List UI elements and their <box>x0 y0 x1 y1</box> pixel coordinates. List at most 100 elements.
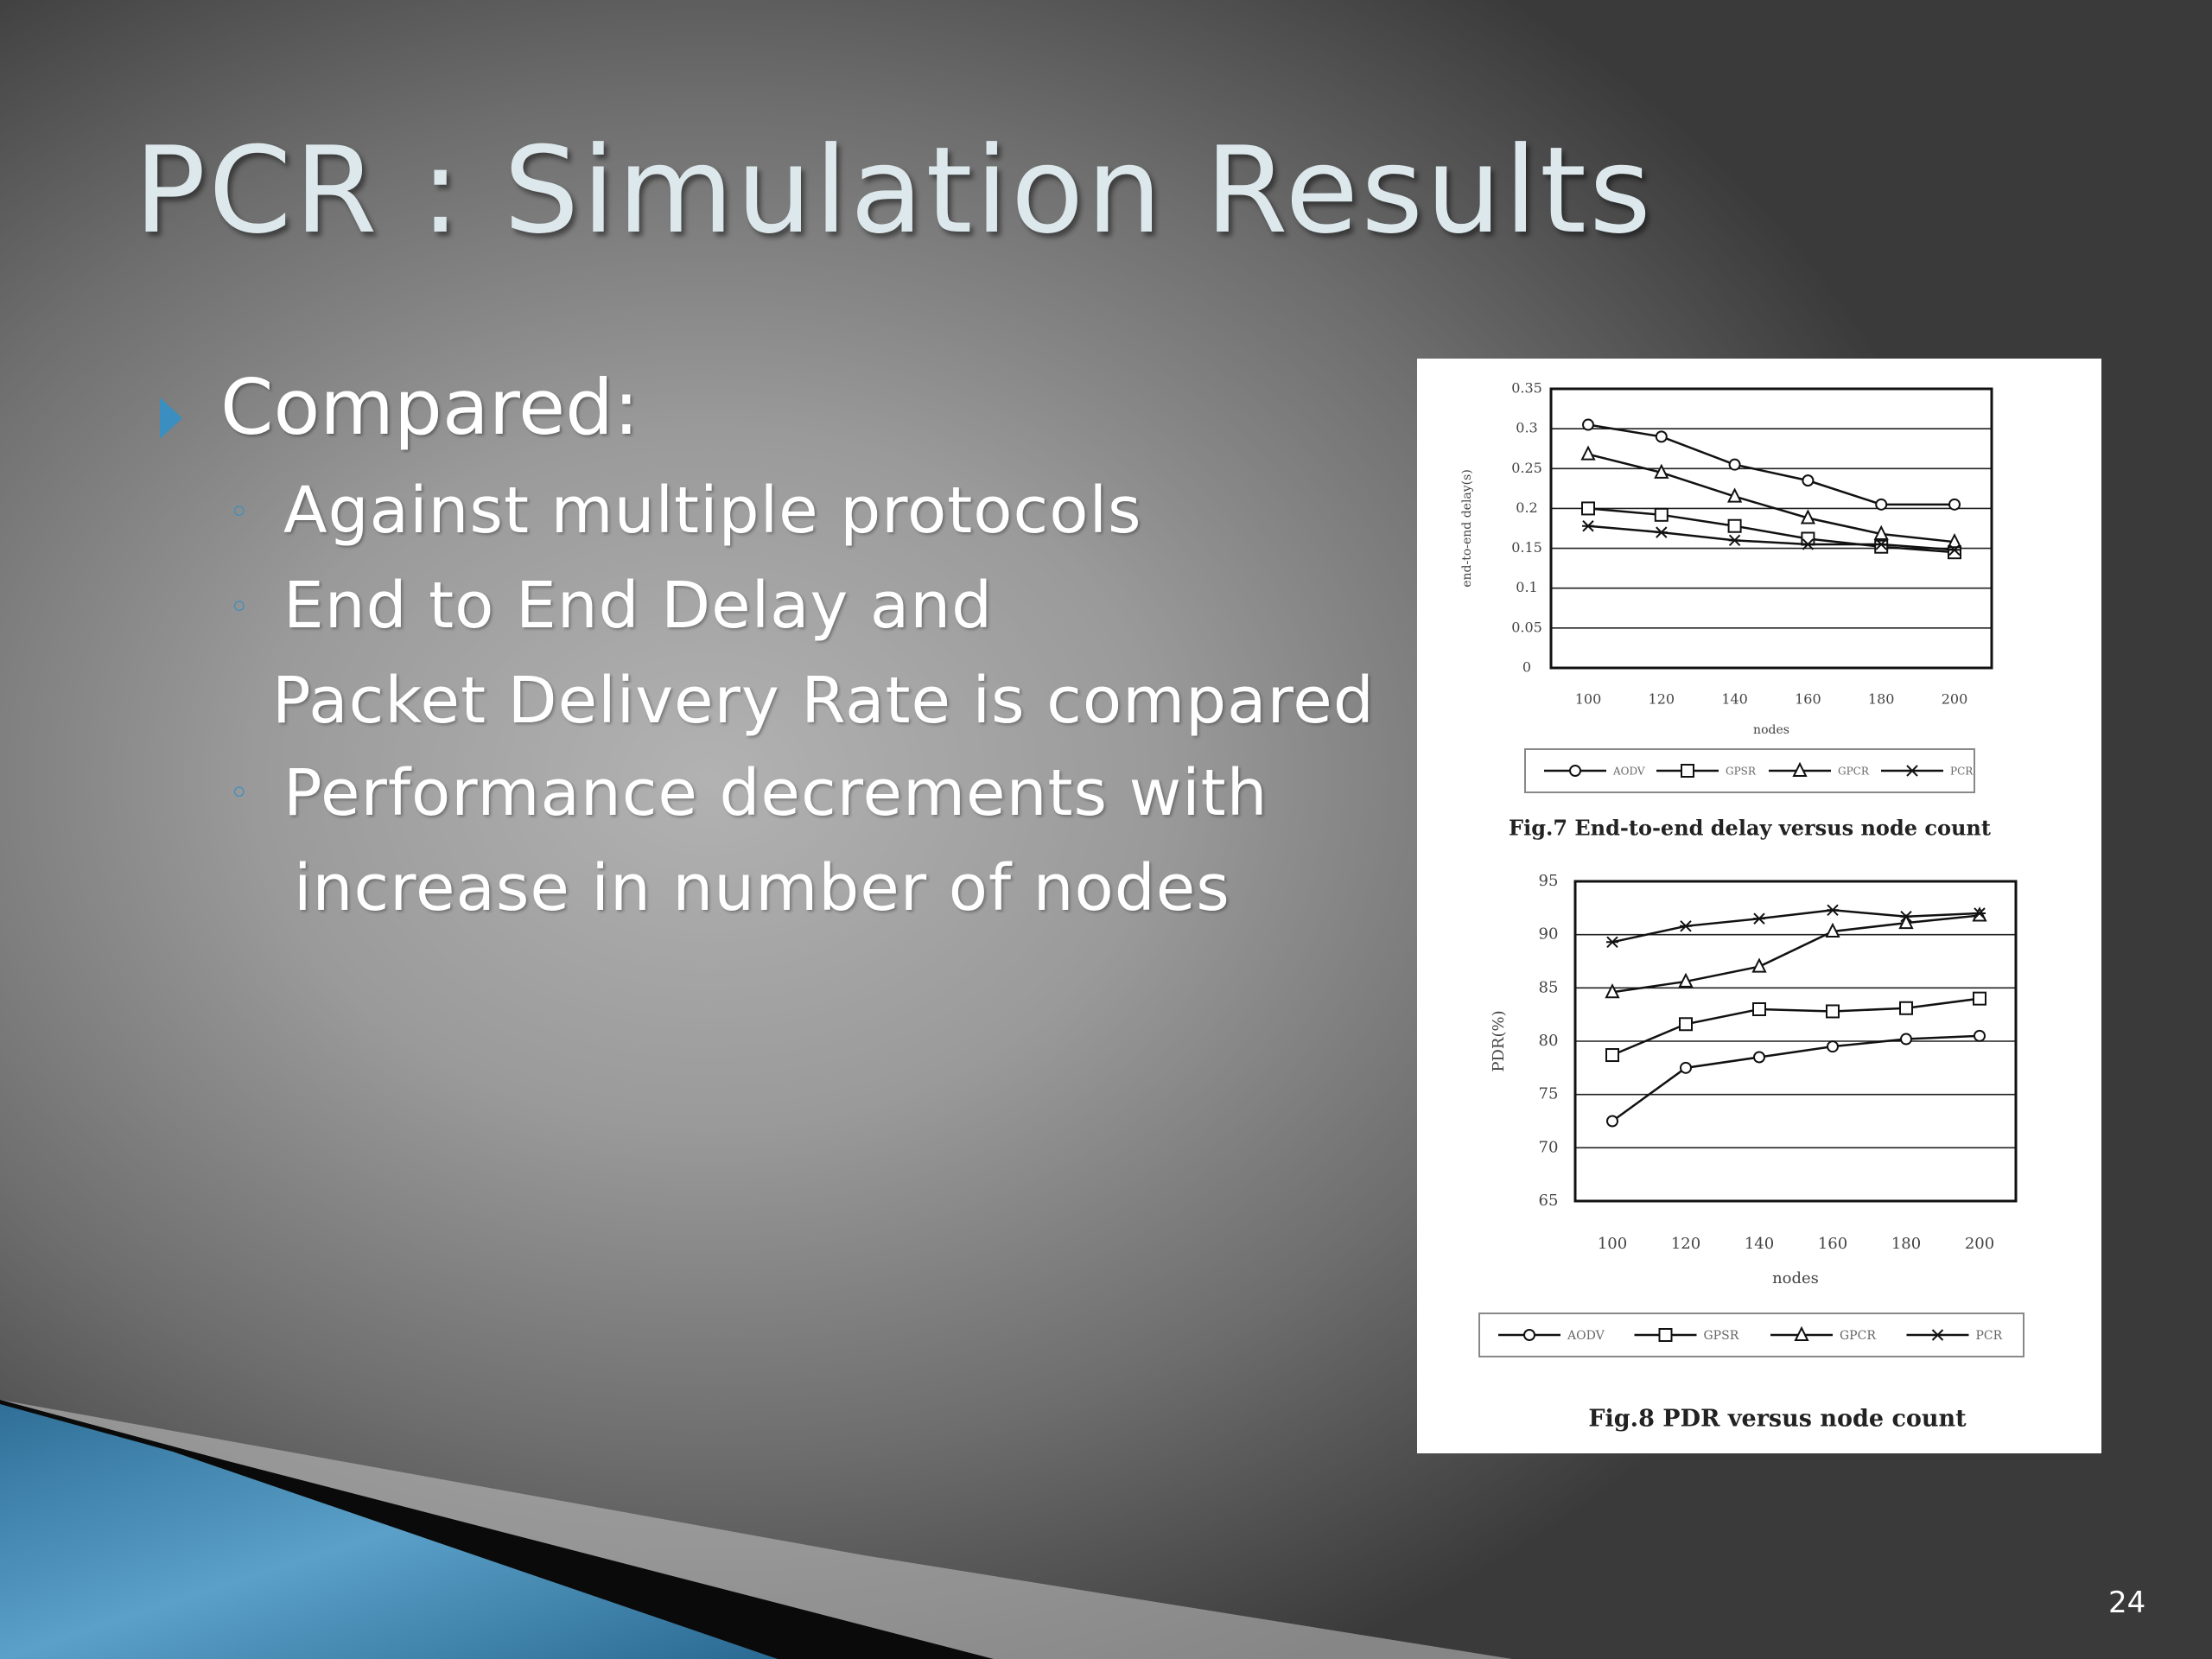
legend-label: AODV <box>1612 766 1645 778</box>
y-tick-label: 0.2 <box>1516 499 1537 516</box>
x-tick-label: 120 <box>1671 1235 1700 1253</box>
sub-bullet-circle-icon: ◦ <box>229 588 250 627</box>
plot-frame <box>1549 387 1993 670</box>
data-point-aodv <box>1655 430 1668 443</box>
series-line-aodv <box>1611 1034 1980 1122</box>
data-point-gpsr <box>1581 501 1595 516</box>
slide-title: PCR : Simulation Results <box>134 121 1654 260</box>
data-point-aodv <box>1948 498 1961 511</box>
y-tick-label: 0.05 <box>1511 619 1542 635</box>
y-tick-label: 0.25 <box>1511 460 1542 476</box>
x-tick-label: 120 <box>1649 691 1675 708</box>
y-tick-label: 90 <box>1539 925 1559 944</box>
data-point-gpsr <box>1899 1001 1913 1015</box>
data-point-gpsr <box>1874 539 1889 554</box>
data-point-gpcr <box>1751 957 1767 973</box>
figure-caption: Fig.8 PDR versus node count <box>1588 1406 1967 1433</box>
data-point-gpcr <box>1678 972 1694 988</box>
series-line-gpsr <box>1587 507 1955 554</box>
data-point-gpsr <box>1679 1017 1693 1032</box>
y-axis-label: PDR(%) <box>1490 1010 1508 1071</box>
data-point-pcr <box>1680 920 1692 932</box>
series-line-aodv <box>1587 423 1955 506</box>
y-tick-label: 75 <box>1539 1085 1559 1103</box>
plot-frame <box>1573 880 2018 1203</box>
legend-marker-pcr <box>1906 765 1918 777</box>
sub-bullet-protocols: Against multiple protocols <box>283 474 1142 548</box>
data-point-gpcr <box>1726 487 1743 503</box>
sub-bullet-performance-line2: increase in number of nodes <box>294 851 1230 925</box>
y-tick-label: 0.3 <box>1516 420 1537 436</box>
data-point-gpcr <box>1654 463 1669 479</box>
series-line-gpsr <box>1611 997 1980 1057</box>
data-point-gpsr <box>1973 991 1986 1006</box>
data-point-gpcr <box>1825 922 1840 938</box>
legend-label: PCR <box>1976 1329 2003 1343</box>
figure-panel: 0 0.05 0.1 0.15 0.2 0.25 0.3 0.35 100 120 140 160 18… <box>1417 359 2101 1453</box>
sub-bullet-circle-icon: ◦ <box>229 493 250 532</box>
legend-marker-gpsr <box>1681 764 1694 778</box>
data-point-aodv <box>1753 1051 1765 1064</box>
data-point-pcr <box>1900 910 1912 923</box>
legend-label: PCR <box>1950 766 1974 778</box>
data-point-aodv <box>1802 474 1815 487</box>
data-point-gpcr <box>1580 445 1596 461</box>
data-point-pcr <box>1948 543 1961 556</box>
data-point-gpcr <box>1947 532 1962 549</box>
x-axis-label: nodes <box>1753 723 1789 737</box>
data-point-gpsr <box>1752 1002 1766 1016</box>
x-axis-label: nodes <box>1772 1269 1819 1287</box>
x-tick-label: 100 <box>1575 691 1602 708</box>
x-tick-label: 160 <box>1795 691 1821 708</box>
y-tick-label: 0 <box>1522 659 1531 676</box>
data-point-aodv <box>1827 1040 1839 1053</box>
bullet-compared: Compared: <box>220 363 639 452</box>
legend-label: GPSR <box>1704 1329 1739 1343</box>
page-number: 24 <box>2108 1586 2146 1620</box>
data-point-aodv <box>1582 418 1594 431</box>
legend-marker-gpsr <box>1658 1328 1673 1342</box>
data-point-gpsr <box>1948 545 1961 560</box>
legend-marker-aodv <box>1569 765 1581 777</box>
data-point-aodv <box>1875 498 1888 511</box>
legend-label: GPSR <box>1726 766 1757 778</box>
legend-label: AODV <box>1567 1329 1605 1343</box>
x-tick-label: 100 <box>1598 1235 1627 1253</box>
data-point-gpsr <box>1727 518 1742 533</box>
y-tick-label: 0.1 <box>1516 579 1537 595</box>
series-line-pcr <box>1587 524 1955 551</box>
x-tick-label: 180 <box>1891 1235 1921 1253</box>
x-tick-label: 140 <box>1721 691 1748 708</box>
data-point-pcr <box>1802 538 1815 550</box>
data-point-pcr <box>1827 904 1839 917</box>
data-point-gpcr <box>1605 983 1620 999</box>
data-point-pcr <box>1753 912 1765 925</box>
data-point-gpsr <box>1826 1004 1840 1019</box>
series-line-pcr <box>1611 909 1980 944</box>
data-point-gpcr <box>1873 524 1889 540</box>
y-axis-label: end-to-end delay(s) <box>1460 469 1474 588</box>
legend-marker-aodv <box>1523 1329 1535 1341</box>
y-tick-label: 85 <box>1539 978 1559 996</box>
x-tick-label: 200 <box>1965 1235 1994 1253</box>
y-tick-label: 80 <box>1539 1032 1559 1050</box>
data-point-aodv <box>1606 1115 1618 1128</box>
sub-bullet-performance-line1: Performance decrements with <box>283 756 1268 830</box>
data-point-pcr <box>1875 538 1888 550</box>
data-point-gpcr <box>1898 913 1914 930</box>
legend-marker-pcr <box>1931 1329 1944 1341</box>
figure-caption: Fig.7 End-to-end delay versus node count <box>1509 816 1991 841</box>
data-point-aodv <box>1680 1061 1692 1074</box>
charts-svg: 0 0.05 0.1 0.15 0.2 0.25 0.3 0.35 100 120 140 160 18… <box>1460 380 2024 1433</box>
sub-bullet-delay-line2: Packet Delivery Rate is compared <box>272 664 1375 738</box>
data-point-pcr <box>1655 526 1668 538</box>
data-point-pcr <box>1974 907 1986 919</box>
data-point-gpsr <box>1605 1048 1619 1063</box>
sub-bullet-delay-line1: End to End Delay and <box>283 569 994 643</box>
legend-label: GPCR <box>1838 766 1870 778</box>
data-point-pcr <box>1728 534 1741 547</box>
x-tick-label: 140 <box>1745 1235 1774 1253</box>
series-line-gpcr <box>1611 914 1980 994</box>
bullet-arrow-icon <box>160 397 182 439</box>
